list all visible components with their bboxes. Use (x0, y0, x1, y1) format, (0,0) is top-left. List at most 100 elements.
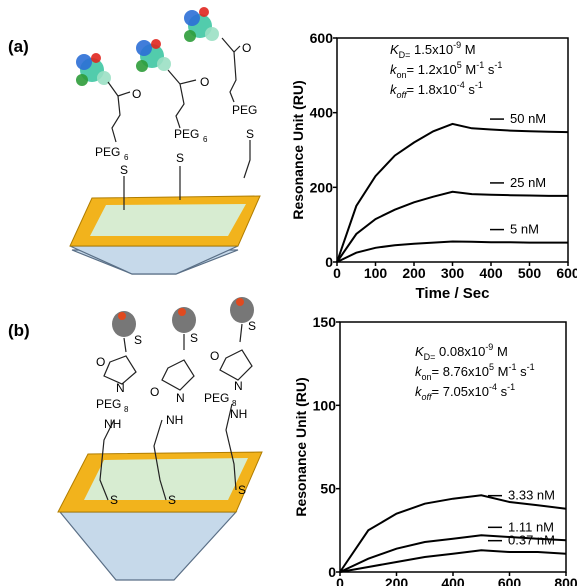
x-tick-label: 200 (385, 575, 409, 586)
y-tick-label: 0 (328, 564, 336, 580)
atom: S (238, 483, 246, 497)
peg: PEG (96, 397, 121, 411)
annotation-part: -1 (527, 362, 535, 372)
atom: S (176, 151, 184, 165)
annotation-part: -9 (453, 40, 461, 50)
atom: O (200, 75, 209, 89)
y-tick-label: 0 (325, 254, 333, 270)
x-tick-label: 0 (336, 575, 344, 586)
atom: NH (104, 417, 121, 431)
annotation-part: -9 (485, 342, 493, 352)
x-tick-label: 400 (479, 265, 503, 281)
annotation-part: 5 (457, 60, 462, 70)
annotation-part: M (461, 42, 475, 57)
series-line (336, 122, 569, 263)
annotation-part: -1 (476, 60, 484, 70)
annotation-part: s (516, 364, 527, 379)
annotation: KD=​ 1.5x10-9​ M (390, 40, 476, 60)
x-tick-label: 600 (556, 265, 577, 281)
annotation: koff​= 1.8x10-4​ s-1​ (390, 80, 483, 100)
annotation-part: 1.5x10 (410, 42, 453, 57)
series-line (339, 534, 567, 573)
annotation-part: k (415, 384, 423, 399)
annotation-part: on (422, 372, 432, 382)
annotation-part: s (497, 384, 508, 399)
series-label: 0.37 nM (508, 533, 555, 548)
atom: O (150, 385, 159, 399)
x-tick-label: 400 (441, 575, 465, 586)
atom: NH (166, 413, 183, 427)
annotation-part: -1 (507, 382, 515, 392)
annotation-part: -1 (508, 362, 516, 372)
atom: O (132, 87, 141, 101)
atom: S (120, 163, 128, 177)
peg-sub: 8 (232, 399, 237, 408)
y-tick-label: 600 (310, 30, 334, 46)
x-axis-label: Time / Sec (416, 285, 490, 302)
annotation-part: M (493, 344, 507, 359)
annotation-part: K (415, 344, 425, 359)
x-tick-label: 800 (554, 575, 577, 586)
annotation-part: off (397, 90, 409, 100)
y-axis-label: Resonance Unit (RU) (290, 80, 306, 219)
annotation: koff​= 7.05x10-4​ s-1​ (415, 382, 515, 402)
x-tick-label: 600 (498, 575, 522, 586)
atom: S (248, 319, 256, 333)
y-tick-label: 50 (320, 481, 336, 497)
annotation-part: off (422, 392, 434, 402)
atom: S (246, 127, 254, 141)
atom: N (234, 379, 243, 393)
y-axis-label: Resonance Unit (RU) (293, 377, 309, 516)
annotation-part: k (390, 82, 398, 97)
y-tick-label: 100 (313, 397, 337, 413)
annotation-part: D= (424, 352, 436, 362)
peg: PEG (174, 127, 199, 141)
series-label: 25 nM (510, 175, 546, 190)
atom: S (134, 333, 142, 347)
x-tick-label: 500 (518, 265, 542, 281)
series-line (336, 190, 568, 263)
x-tick-label: 300 (441, 265, 465, 281)
annotation-part: s (484, 62, 495, 77)
annotation-part: -4 (457, 80, 465, 90)
peg: PEG (204, 391, 229, 405)
x-tick-label: 0 (333, 265, 341, 281)
annotation-part: -1 (494, 60, 502, 70)
peg-sub: 6 (124, 153, 129, 162)
diagram-b: S S S O O O N N N PEG 8 PEG 8 NH NH NH S… (57, 297, 263, 581)
annotation-part: -1 (475, 80, 483, 90)
annotation-part: k (390, 62, 398, 77)
series-line (339, 494, 567, 573)
x-tick-label: 200 (402, 265, 426, 281)
series-line (336, 240, 568, 263)
x-tick-label: 100 (364, 265, 388, 281)
atom: S (190, 331, 198, 345)
series-line (339, 549, 567, 573)
annotation-part: on (397, 70, 407, 80)
series-label: 3.33 nM (508, 488, 555, 503)
series-label: 1.11 nM (508, 519, 554, 534)
annotation-part: M (494, 364, 508, 379)
annotation-part: k (415, 364, 423, 379)
annotation-part: -4 (489, 382, 497, 392)
annotation-part: 0.08x10 (435, 344, 485, 359)
panel-label: (a) (8, 37, 29, 56)
y-tick-label: 150 (313, 314, 337, 330)
annotation-part: M (462, 62, 476, 77)
atom: NH (230, 407, 247, 421)
y-tick-label: 400 (310, 105, 334, 121)
peg: PEG (95, 145, 120, 159)
atom: N (176, 391, 185, 405)
annotation-part: s (465, 82, 476, 97)
annotation-part: = 1.2x10 (407, 62, 457, 77)
annotation-part: 5 (489, 362, 494, 372)
annotation-part: = 8.76x10 (432, 364, 489, 379)
diagram-a: O O O PEG 6 PEG 6 PEG S S S (69, 7, 261, 275)
annotation: kon​= 1.2x105​ M-1​ s-1​ (390, 60, 502, 80)
y-tick-label: 200 (310, 179, 334, 195)
annotation: kon​= 8.76x105​ M-1​ s-1​ (415, 362, 535, 382)
peg-sub: 6 (203, 135, 208, 144)
peg: PEG (232, 103, 257, 117)
atom: O (242, 41, 251, 55)
